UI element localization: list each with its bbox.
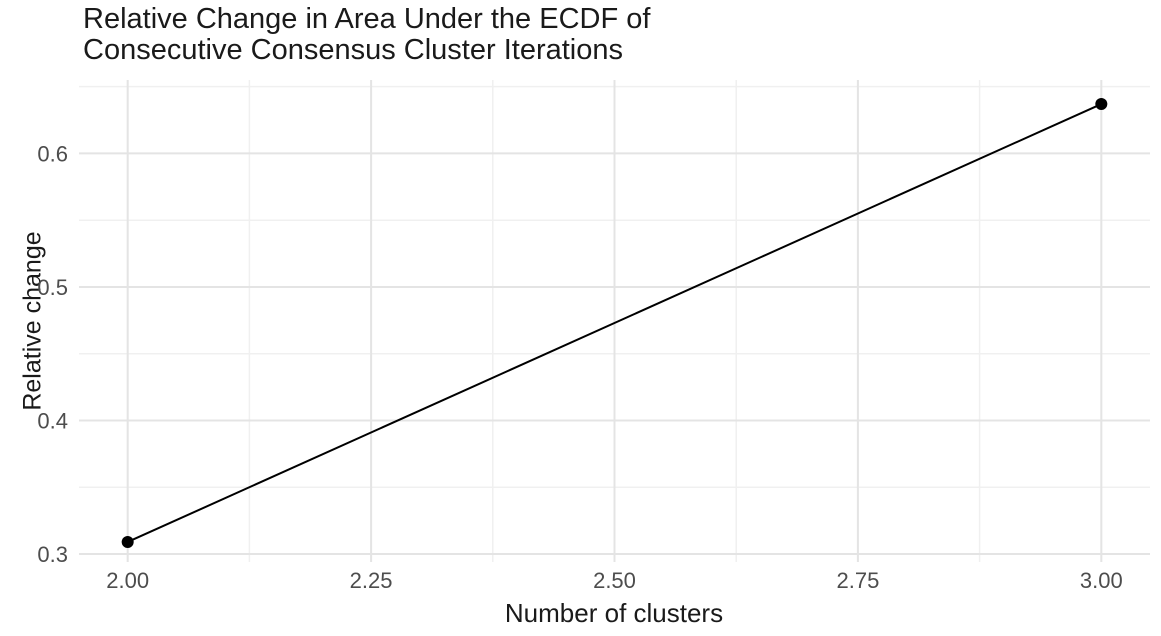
x-tick-label: 2.25 <box>350 568 393 593</box>
y-tick-label: 0.5 <box>37 275 68 300</box>
data-line <box>126 103 1103 543</box>
x-tick-label: 3.00 <box>1080 568 1123 593</box>
chart-title: Relative Change in Area Under the ECDF o… <box>83 3 651 66</box>
y-tick-label: 0.6 <box>37 141 68 166</box>
x-tick-label: 2.50 <box>593 568 636 593</box>
data-point <box>121 535 134 548</box>
data-point <box>1095 98 1108 111</box>
y-tick-label: 0.4 <box>37 408 68 433</box>
x-axis-title: Number of clusters <box>504 598 724 628</box>
y-tick-label: 0.3 <box>37 542 68 567</box>
x-tick-label: 2.00 <box>106 568 149 593</box>
x-tick-label: 2.75 <box>836 568 879 593</box>
